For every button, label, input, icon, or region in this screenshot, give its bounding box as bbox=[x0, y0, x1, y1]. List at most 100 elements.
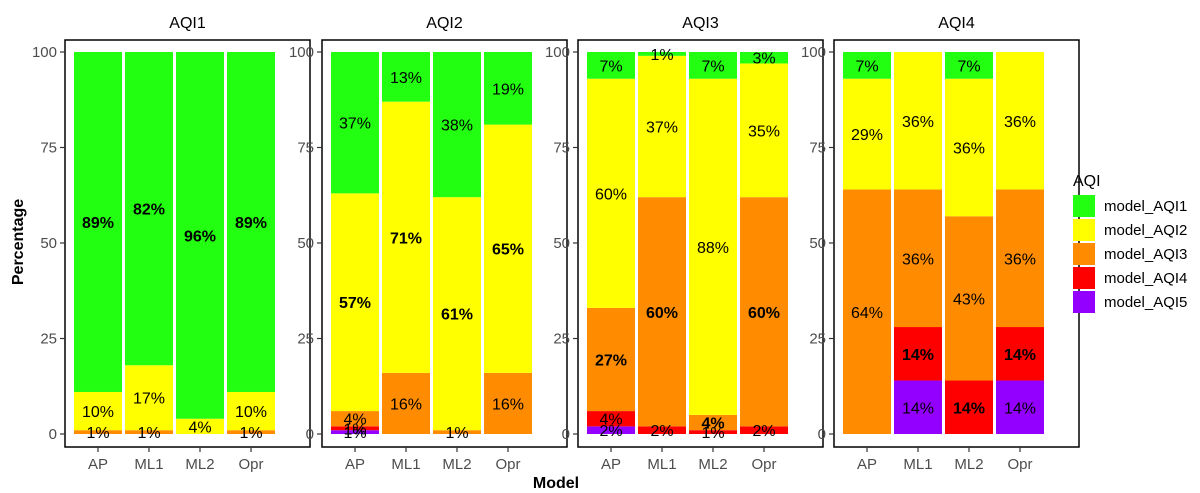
bar-segment-model-aqi3 bbox=[74, 430, 122, 434]
data-label: 29% bbox=[851, 127, 883, 144]
bar-segment-model-aqi3 bbox=[125, 430, 173, 434]
y-tick-label: 100 bbox=[545, 44, 570, 61]
data-label: 7% bbox=[855, 58, 878, 75]
data-label: 57% bbox=[339, 295, 371, 312]
data-label: 37% bbox=[339, 116, 371, 133]
bar-segment-model-aqi2 bbox=[74, 391, 122, 431]
data-label: 1% bbox=[701, 425, 724, 442]
legend-item-model-aqi1: model_AQI1 bbox=[1073, 195, 1187, 217]
data-label: 1% bbox=[445, 425, 468, 442]
data-label: 16% bbox=[390, 396, 422, 413]
bar-segment-model-aqi2 bbox=[996, 52, 1044, 190]
data-label: 1% bbox=[239, 425, 262, 442]
bar-segment-model-aqi1 bbox=[382, 52, 430, 102]
bar-segment-model-aqi4 bbox=[894, 327, 942, 381]
data-label: 65% bbox=[492, 242, 524, 259]
bar-segment-model-aqi1 bbox=[331, 52, 379, 194]
bar-ml1: 2% 60% 37% 1% bbox=[638, 47, 686, 440]
data-label: 7% bbox=[701, 58, 724, 75]
y-tick-label: 0 bbox=[562, 426, 570, 443]
bar-segment-model-aqi2 bbox=[176, 418, 224, 434]
y-axis-label: Percentage bbox=[10, 199, 27, 285]
bar-segment-model-aqi3 bbox=[945, 216, 993, 381]
y-tick-label: 75 bbox=[297, 140, 314, 157]
x-tick-label: ML2 bbox=[185, 456, 214, 473]
data-label: 1% bbox=[650, 47, 673, 64]
data-label: 7% bbox=[957, 58, 980, 75]
data-label: 60% bbox=[595, 186, 627, 203]
data-label: 4% bbox=[188, 419, 211, 436]
data-label: 19% bbox=[492, 81, 524, 98]
data-label: 60% bbox=[748, 305, 780, 322]
panel-aqi1: AQI1 0 25 50 75 100 1% 10% 89% AP 1% 17% 82% ML1 4% 96%… bbox=[32, 15, 311, 473]
panel-title: AQI2 bbox=[426, 15, 463, 32]
y-tick-label: 100 bbox=[801, 44, 826, 61]
legend-swatch bbox=[1073, 243, 1095, 265]
bar-segment-model-aqi5 bbox=[587, 426, 635, 434]
bar-ml2: 4% 96% bbox=[176, 52, 224, 436]
legend-item-model-aqi3: model_AQI3 bbox=[1073, 243, 1187, 265]
bar-segment-model-aqi2 bbox=[484, 124, 532, 373]
data-label: 1% bbox=[137, 425, 160, 442]
bar-ml2: 1% 61% 38% bbox=[433, 52, 481, 442]
panel-title: AQI3 bbox=[682, 15, 719, 32]
y-tick-label: 100 bbox=[289, 44, 314, 61]
data-label: 36% bbox=[902, 114, 934, 131]
bar-segment-model-aqi3 bbox=[894, 189, 942, 328]
bar-opr: 16% 65% 19% bbox=[484, 52, 532, 434]
bar-segment-model-aqi2 bbox=[382, 101, 430, 373]
bar-segment-model-aqi4 bbox=[689, 430, 737, 434]
bar-segment-model-aqi2 bbox=[689, 78, 737, 415]
x-tick-label: AP bbox=[601, 456, 621, 473]
x-tick-label: ML2 bbox=[954, 456, 983, 473]
x-tick-label: ML2 bbox=[698, 456, 727, 473]
y-tick-label: 25 bbox=[40, 331, 57, 348]
x-tick-label: Opr bbox=[238, 456, 263, 473]
bar-segment-model-aqi3 bbox=[843, 189, 891, 434]
bar-opr: 2% 60% 35% 3% bbox=[740, 51, 788, 440]
data-label: 10% bbox=[235, 404, 267, 421]
x-tick-label: AP bbox=[88, 456, 108, 473]
bar-ml1: 14% 14% 36% 36% bbox=[894, 52, 942, 434]
bar-segment-model-aqi4 bbox=[638, 426, 686, 434]
y-tick-label: 25 bbox=[297, 331, 314, 348]
panel-title: AQI4 bbox=[938, 15, 975, 32]
data-label: 14% bbox=[953, 400, 985, 417]
x-tick-label: ML1 bbox=[903, 456, 932, 473]
data-label: 36% bbox=[902, 251, 934, 268]
bar-segment-model-aqi1 bbox=[945, 52, 993, 79]
panel-aqi2: AQI202550751001%1%4%57%37%AP16%71%13%ML1… bbox=[289, 15, 568, 473]
legend-label: model_AQI1 bbox=[1104, 198, 1187, 215]
bar-segment-model-aqi2 bbox=[740, 63, 788, 198]
bar-segment-model-aqi3 bbox=[227, 430, 275, 434]
legend-swatch bbox=[1073, 267, 1095, 289]
x-tick-label: ML1 bbox=[134, 456, 163, 473]
x-axis-label: Model bbox=[533, 475, 579, 492]
bar-segment-model-aqi1 bbox=[689, 52, 737, 79]
data-label: 14% bbox=[902, 347, 934, 364]
data-label: 88% bbox=[697, 240, 729, 257]
bar-segment-model-aqi5 bbox=[996, 380, 1044, 434]
bar-segment-model-aqi1 bbox=[74, 52, 122, 392]
data-label: 13% bbox=[390, 70, 422, 87]
x-tick-label: ML2 bbox=[442, 456, 471, 473]
data-label: 1% bbox=[343, 421, 366, 438]
bar-segment-model-aqi3 bbox=[996, 189, 1044, 328]
panel-title: AQI1 bbox=[169, 15, 206, 32]
data-label: 10% bbox=[82, 404, 114, 421]
x-tick-label: ML1 bbox=[647, 456, 676, 473]
bar-opr: 14% 14% 36% 36% bbox=[996, 52, 1044, 434]
bar-ap: 1%1%4% 57% 37% bbox=[331, 52, 379, 442]
data-label: 36% bbox=[1004, 114, 1036, 131]
data-label: 1% bbox=[86, 425, 109, 442]
panel-aqi4: AQI4 0 25 50 75 100 64% 29% 7% AP 14% 14% 36% 36% ML1 1… bbox=[801, 15, 1080, 473]
y-tick-label: 50 bbox=[553, 235, 570, 252]
data-label: 96% bbox=[184, 228, 216, 245]
legend-swatch bbox=[1073, 291, 1095, 313]
legend-label: model_AQI3 bbox=[1104, 246, 1187, 263]
data-label: 17% bbox=[133, 391, 165, 408]
x-tick-label: AP bbox=[345, 456, 365, 473]
data-label: 35% bbox=[748, 123, 780, 140]
bar-segment-model-aqi4 bbox=[331, 426, 379, 431]
